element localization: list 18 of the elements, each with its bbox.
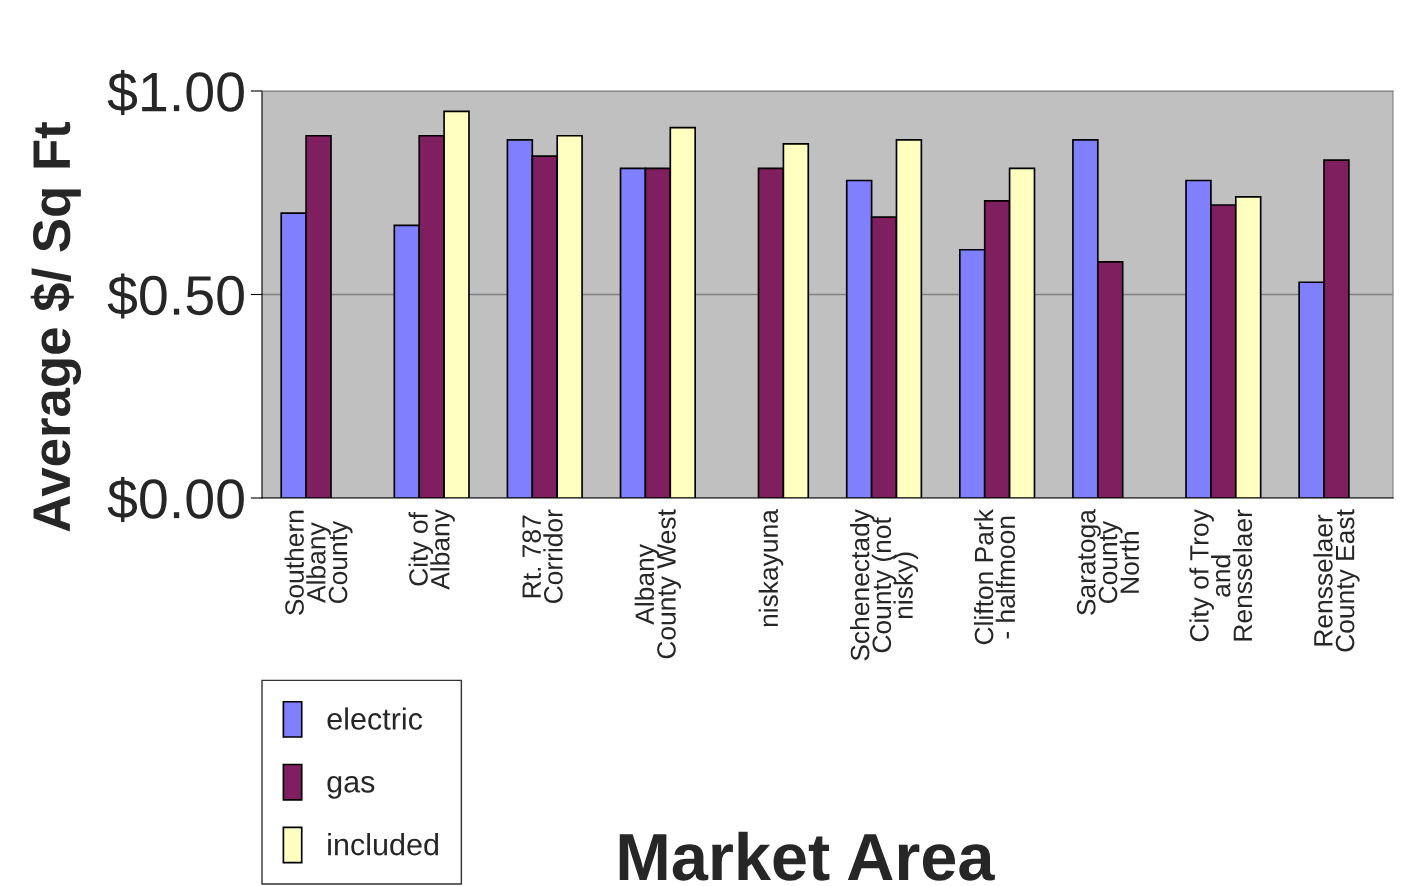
x-tick-label: Rensselaer County East bbox=[1313, 509, 1360, 652]
x-tick-label: Albany County West bbox=[634, 509, 682, 659]
x-tick-label: City of Albany bbox=[408, 509, 455, 590]
x-tick-label: niskayuna bbox=[758, 509, 784, 627]
x-tick-label: Schenectady County (not nisky) bbox=[850, 509, 919, 661]
x-tick-label: Saratoga County North bbox=[1076, 509, 1140, 615]
x-axis-title: Market Area bbox=[619, 831, 995, 881]
y-tick-label: $0.50 bbox=[107, 273, 244, 319]
x-tick-label: Southern Albany County bbox=[284, 510, 353, 615]
x-tick-label: Clifton Park - halfmoon bbox=[973, 509, 1016, 645]
x-tick-label: Rt. 787 Corridor bbox=[522, 509, 563, 604]
legend-label: gas bbox=[327, 775, 375, 799]
y-tick-label: $0.00 bbox=[107, 477, 244, 522]
legend-label: electric bbox=[327, 707, 423, 730]
legend-label: included bbox=[328, 832, 439, 856]
x-tick-label: City of Troy and Rensselaer bbox=[1189, 509, 1253, 642]
y-axis-title: Average $/ Sq Ft bbox=[30, 121, 82, 532]
y-tick-label: $1.00 bbox=[107, 70, 244, 115]
